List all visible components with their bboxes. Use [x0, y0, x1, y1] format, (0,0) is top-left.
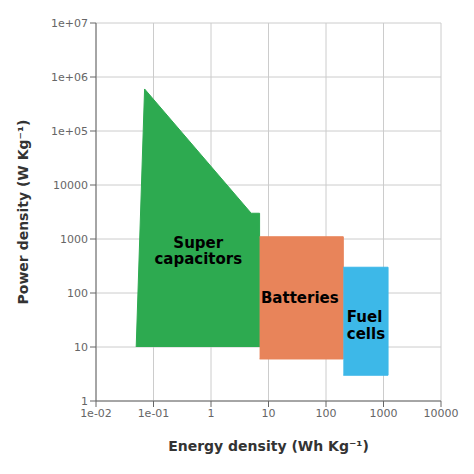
- svg-text:1000: 1000: [370, 407, 398, 420]
- svg-text:10000: 10000: [424, 407, 459, 420]
- svg-text:1e+07: 1e+07: [51, 17, 88, 30]
- svg-text:100: 100: [316, 407, 337, 420]
- svg-text:1: 1: [208, 407, 215, 420]
- svg-text:10: 10: [262, 407, 276, 420]
- svg-text:1: 1: [81, 395, 88, 408]
- svg-text:100: 100: [67, 287, 88, 300]
- svg-text:Fuelcells: Fuelcells: [347, 308, 385, 343]
- svg-text:1e-01: 1e-01: [138, 407, 170, 420]
- svg-text:10: 10: [74, 341, 88, 354]
- svg-text:1000: 1000: [60, 233, 88, 246]
- svg-text:Supercapacitors: Supercapacitors: [154, 234, 242, 269]
- svg-text:10000: 10000: [53, 179, 88, 192]
- svg-text:1e+05: 1e+05: [51, 125, 88, 138]
- svg-text:1e-02: 1e-02: [80, 407, 112, 420]
- svg-text:1e+06: 1e+06: [51, 71, 88, 84]
- svg-text:Power density (W Kg⁻¹): Power density (W Kg⁻¹): [15, 120, 31, 305]
- svg-text:Batteries: Batteries: [261, 289, 339, 307]
- svg-text:Energy density (Wh Kg⁻¹): Energy density (Wh Kg⁻¹): [168, 438, 369, 454]
